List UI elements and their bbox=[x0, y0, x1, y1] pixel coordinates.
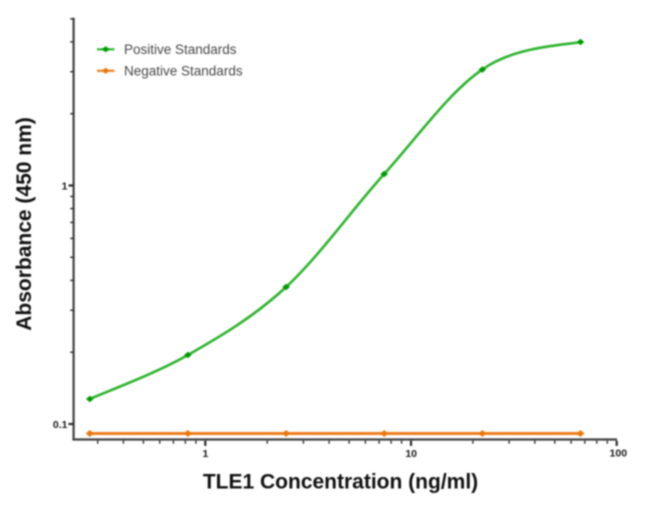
svg-text:0.1: 0.1 bbox=[53, 419, 68, 431]
svg-text:TLE1 Concentration (ng/ml): TLE1 Concentration (ng/ml) bbox=[203, 471, 478, 494]
svg-text:1: 1 bbox=[62, 180, 68, 192]
svg-text:Negative Standards: Negative Standards bbox=[124, 63, 243, 78]
svg-text:10: 10 bbox=[405, 448, 417, 460]
svg-text:1: 1 bbox=[202, 448, 208, 460]
svg-text:100: 100 bbox=[610, 447, 628, 459]
svg-text:Positive Standards: Positive Standards bbox=[124, 42, 237, 57]
svg-text:Absorbance (450 nm): Absorbance (450 nm) bbox=[13, 117, 36, 331]
